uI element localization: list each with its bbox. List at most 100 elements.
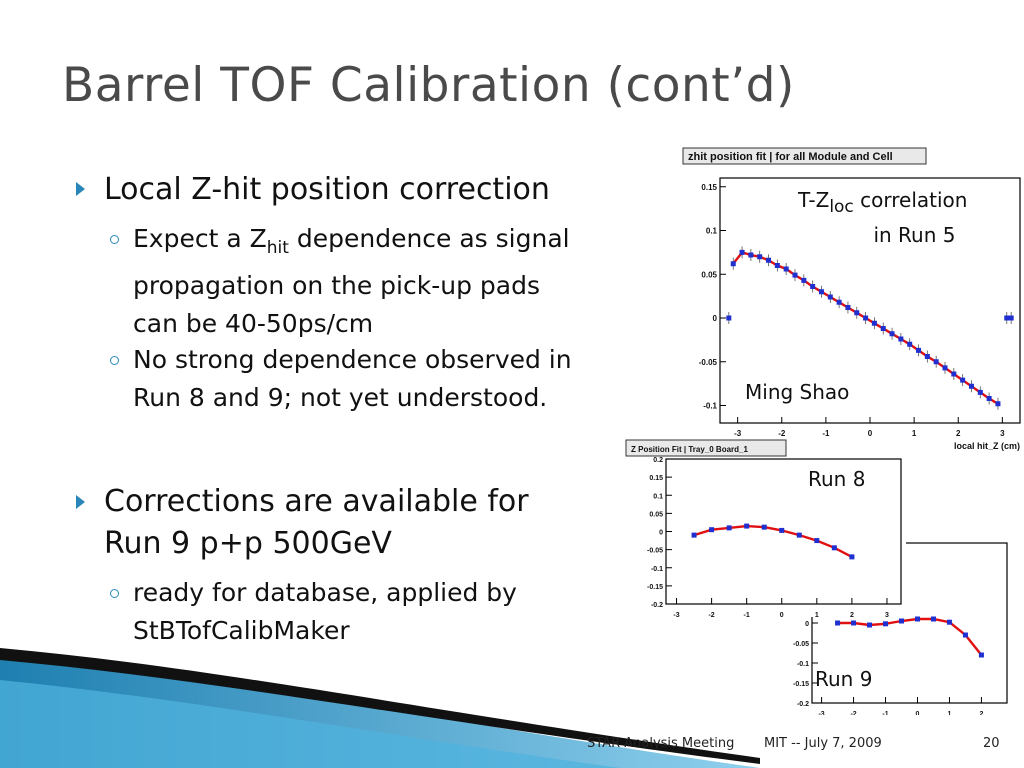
x-tick-label: -2 <box>850 711 856 715</box>
data-point <box>792 272 798 278</box>
x-tick-label: 2 <box>956 429 961 438</box>
footer-page-number: 20 <box>983 736 1000 751</box>
data-point <box>709 527 715 533</box>
run8-chart: Z Position Fit | Tray_0 Board_1 -3 -2 -1 0 1 2… <box>625 439 902 619</box>
y-tick-label: 0.05 <box>649 511 663 518</box>
data-point <box>942 365 948 371</box>
footer-meeting: STAR Analysis Meeting <box>587 736 735 751</box>
data-point <box>744 523 750 529</box>
x-tick-label: -3 <box>673 612 679 617</box>
data-point <box>779 527 785 533</box>
y-tick-label: 0.2 <box>653 457 663 464</box>
subbullet-line-2: propagation on the pick-up pads <box>133 271 540 300</box>
data-point <box>986 396 992 401</box>
data-point <box>1008 315 1014 321</box>
data-point <box>761 524 767 530</box>
bullet-ring-icon <box>110 589 119 598</box>
x-tick-label: 2 <box>850 612 854 617</box>
data-point <box>783 266 789 272</box>
data-point <box>739 249 745 255</box>
plot-frame <box>719 177 1021 424</box>
y-tick-label: -0.1 <box>703 402 717 411</box>
plot-title-box <box>682 147 927 165</box>
data-point <box>766 257 772 263</box>
run5-annotation: T-Zloc correlation in Run 5 <box>798 188 968 247</box>
bullet-ring-icon <box>110 235 119 244</box>
run5-author: Ming Shao <box>745 380 850 404</box>
run8-plot: Z Position Fit | Tray_0 Board_1 -3 -2 -1 0 1 2… <box>624 437 906 619</box>
data-point <box>871 320 877 326</box>
y-tick-label: -0.05 <box>699 358 718 367</box>
x-tick-label: -1 <box>744 612 750 617</box>
data-point <box>851 620 857 626</box>
y-tick-label: -0.05 <box>647 548 663 555</box>
fit-curve <box>693 524 853 558</box>
bullet-arrow-icon <box>76 182 85 196</box>
data-point <box>960 377 966 383</box>
subbullet-line-2: Run 8 and 9; not yet understood. <box>133 383 548 412</box>
x-tick-label: -2 <box>778 429 786 438</box>
y-tick-label: -0.2 <box>651 602 663 609</box>
x-tick-label: -2 <box>708 612 714 617</box>
footer-location-date: MIT -- July 7, 2009 <box>764 736 882 751</box>
run8-label: Run 8 <box>808 467 866 491</box>
data-point <box>726 315 732 321</box>
data-point <box>883 621 889 627</box>
data-point <box>845 305 851 310</box>
x-tick-label: 0 <box>916 711 920 715</box>
run9-label: Run 9 <box>815 667 873 691</box>
y-tick-label: 0 <box>713 314 718 323</box>
data-point <box>933 359 939 365</box>
subbullet-database: ready for database, applied by StBTofCal… <box>110 574 517 650</box>
x-tick-label: 3 <box>885 612 889 617</box>
y-tick-label: -0.1 <box>797 661 809 668</box>
subbullet-line-1: Expect a Zhit dependence as signal <box>133 224 570 258</box>
data-point <box>849 554 855 560</box>
x-tick-label: 0 <box>780 612 784 617</box>
bullet-line-2: Run 9 p+p 500GeV <box>104 526 392 561</box>
data-point <box>814 538 820 544</box>
data-point <box>978 652 984 658</box>
x-tick-label: -1 <box>822 429 830 438</box>
y-tick-label: -0.15 <box>793 681 809 688</box>
data-point <box>810 284 816 289</box>
run5-chart: zhit position fit | for all Module and C… <box>682 147 1021 451</box>
data-point <box>977 389 983 395</box>
fit-curve <box>837 617 983 656</box>
data-point <box>863 315 869 321</box>
data-point <box>995 401 1001 407</box>
data-point <box>951 371 957 377</box>
subbullet-line-3: can be 40-50ps/cm <box>133 309 374 338</box>
y-tick-label: 0.05 <box>701 270 717 279</box>
data-point <box>930 616 936 622</box>
x-tick-label: -3 <box>818 711 824 715</box>
data-point <box>796 532 802 538</box>
y-tick-label: 0.1 <box>706 227 718 236</box>
subbullet-line-2: StBTofCalibMaker <box>133 616 350 645</box>
data-point <box>827 294 833 300</box>
y-tick-label: -0.2 <box>797 701 809 708</box>
data-point <box>818 289 824 295</box>
x-tick-label: 2 <box>979 711 983 715</box>
data-point <box>914 616 920 622</box>
data-point <box>907 341 913 347</box>
bullet-corrections: Corrections are available for Run 9 p+p … <box>76 481 529 565</box>
bullet-arrow-icon <box>76 495 85 509</box>
subbullet-no-dependence: No strong dependence observed in Run 8 a… <box>110 341 572 417</box>
slide-title: Barrel TOF Calibration (cont’d) <box>62 58 795 113</box>
data-point <box>968 383 974 389</box>
data-point <box>946 619 952 625</box>
data-point <box>867 622 873 628</box>
y-tick-label: 0.1 <box>653 493 663 500</box>
data-point <box>924 354 930 359</box>
bullet-line-1: Corrections are available for <box>104 484 529 519</box>
data-point <box>880 326 886 331</box>
x-tick-label: -1 <box>882 711 888 715</box>
subbullet-line-1: ready for database, applied by <box>133 578 517 607</box>
decorative-swoosh <box>0 648 760 768</box>
data-point <box>726 525 732 531</box>
plot-title: zhit position fit | for all Module and C… <box>688 151 893 163</box>
y-tick-label: 0.15 <box>701 183 717 192</box>
data-point <box>836 299 842 305</box>
subbullet-zhit-dependence: Expect a Zhit dependence as signal propa… <box>110 220 570 343</box>
